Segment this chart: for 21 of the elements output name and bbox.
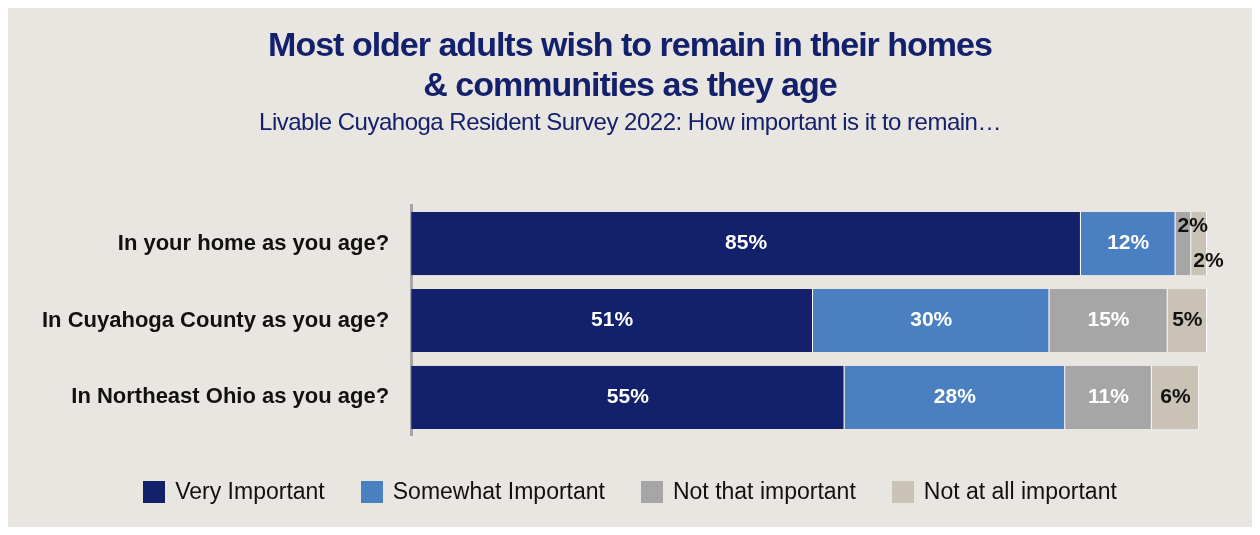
data-label: 5% (1172, 307, 1203, 331)
data-label: 2% (1177, 212, 1209, 236)
data-label: 51% (591, 307, 634, 331)
legend-label: Somewhat Important (392, 478, 605, 505)
data-label: 85% (725, 230, 768, 254)
data-label: 11% (1088, 384, 1130, 408)
y-tick-label: In Northeast Ohio as you age? (71, 383, 390, 409)
chart-subtitle: Livable Cuyahoga Resident Survey 2022: How important is it to remain… (258, 108, 1002, 136)
y-tick-label: In Cuyahoga County as you age? (42, 306, 390, 332)
data-label: 6% (1160, 384, 1191, 408)
data-label: 28% (933, 384, 977, 408)
data-label: 30% (910, 307, 953, 331)
data-label: 12% (1107, 230, 1150, 254)
y-tick-label: In your home as you age? (117, 229, 390, 255)
legend-label: Not that important (672, 478, 856, 505)
legend-label: Not at all important (923, 478, 1117, 505)
data-label: 15% (1087, 307, 1130, 331)
data-label: 55% (606, 384, 650, 408)
data-label: 2% (1193, 248, 1224, 272)
legend-label: Very Important (175, 478, 325, 505)
chart-title: Most older adults wish to remain in their homes & communities as they age (267, 24, 993, 104)
